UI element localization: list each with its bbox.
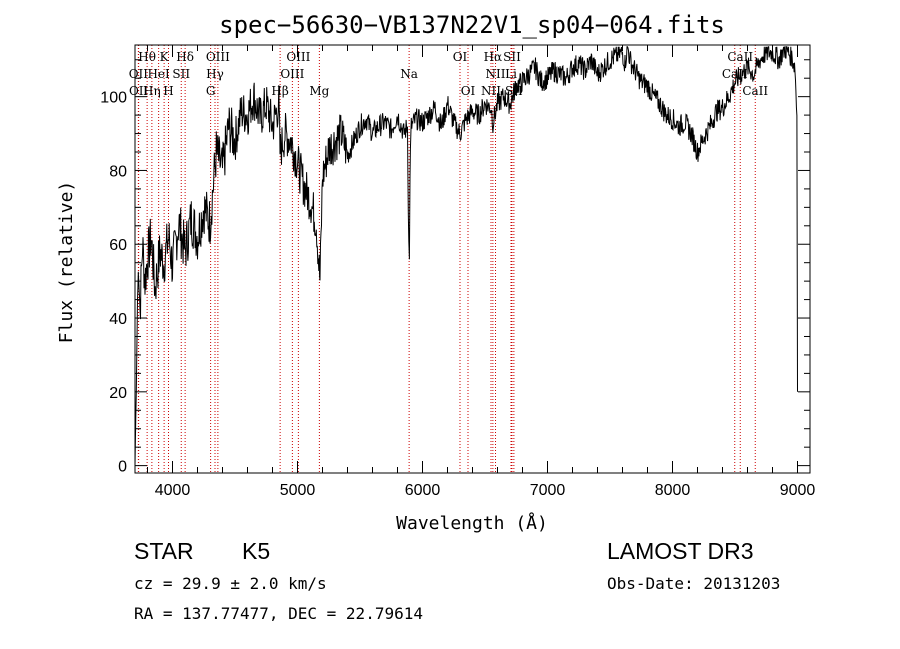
spectral-line-label: NII	[481, 84, 501, 98]
spectral-line-label: CaII	[727, 50, 753, 64]
spectral-line-label: OIII	[206, 50, 230, 64]
y-tick-label: 20	[109, 385, 127, 402]
spectral-line-label: CaII	[722, 67, 748, 81]
y-axis-label: Flux (relative)	[56, 181, 77, 344]
spectral-line-label: G	[206, 84, 216, 98]
y-tick-label: 60	[109, 237, 127, 254]
x-tick-label: 6000	[405, 482, 441, 499]
x-tick-label: 5000	[280, 482, 316, 499]
spectral-line-label: OI	[453, 50, 468, 64]
chart-title: spec−56630−VB137N22V1_sp04−064.fits	[219, 11, 725, 39]
spectral-line-label: SII	[503, 50, 521, 64]
x-tick-label: 8000	[655, 482, 691, 499]
x-tick-label: 9000	[780, 482, 816, 499]
spectral-line-label: HeI	[147, 67, 170, 81]
y-tick-label: 0	[118, 459, 127, 476]
redshift-text: cz = 29.9 ± 2.0 km/s	[134, 574, 327, 593]
spectral-line-label: Hγ	[206, 67, 224, 81]
spectrum-line	[134, 45, 798, 466]
spectral-line-label: NII	[486, 67, 506, 81]
object-class: STAR	[134, 538, 194, 564]
spectral-line-label: Mg	[309, 84, 329, 98]
x-tick-label: 7000	[530, 482, 566, 499]
survey-name: LAMOST DR3	[607, 538, 754, 564]
spectral-line-label: SII	[505, 84, 523, 98]
coordinates-text: RA = 137.77477, DEC = 22.79614	[134, 604, 423, 623]
spectral-line-label: OIII	[286, 50, 310, 64]
spectral-line-label: Hη	[143, 84, 161, 98]
spectral-line-label: OII	[129, 67, 149, 81]
y-tick-label: 100	[100, 90, 127, 107]
x-axis-label: Wavelength (Å)	[396, 512, 548, 534]
spectral-line-label: Hθ	[138, 50, 156, 64]
spectral-line-label: OI	[461, 84, 476, 98]
spectral-line-label: K	[160, 50, 170, 64]
x-tick-label: 4000	[155, 482, 191, 499]
spectral-line-label: OIII	[280, 67, 304, 81]
spectral-line-label: H	[163, 84, 173, 98]
plot-axes: 4000 5000 6000 7000 8000 9000 0 20 40 60 80 100	[100, 44, 816, 499]
spectral-line-markers	[137, 45, 756, 473]
spectral-line-label: Li	[505, 67, 517, 81]
spectral-line-label: Na	[400, 67, 418, 81]
spectral-line-label: OII	[129, 84, 149, 98]
object-subclass: K5	[242, 538, 271, 564]
y-tick-label: 80	[109, 163, 127, 180]
spectral-line-label: SII	[172, 67, 190, 81]
spectral-line-label: Hα	[484, 50, 503, 64]
spectral-line-label: Hβ	[271, 84, 288, 98]
obs-date: Obs-Date: 20131203	[607, 574, 781, 593]
spectral-line-label: CaII	[742, 84, 768, 98]
y-tick-label: 40	[109, 311, 127, 328]
spectral-line-label: Hδ	[176, 50, 194, 64]
